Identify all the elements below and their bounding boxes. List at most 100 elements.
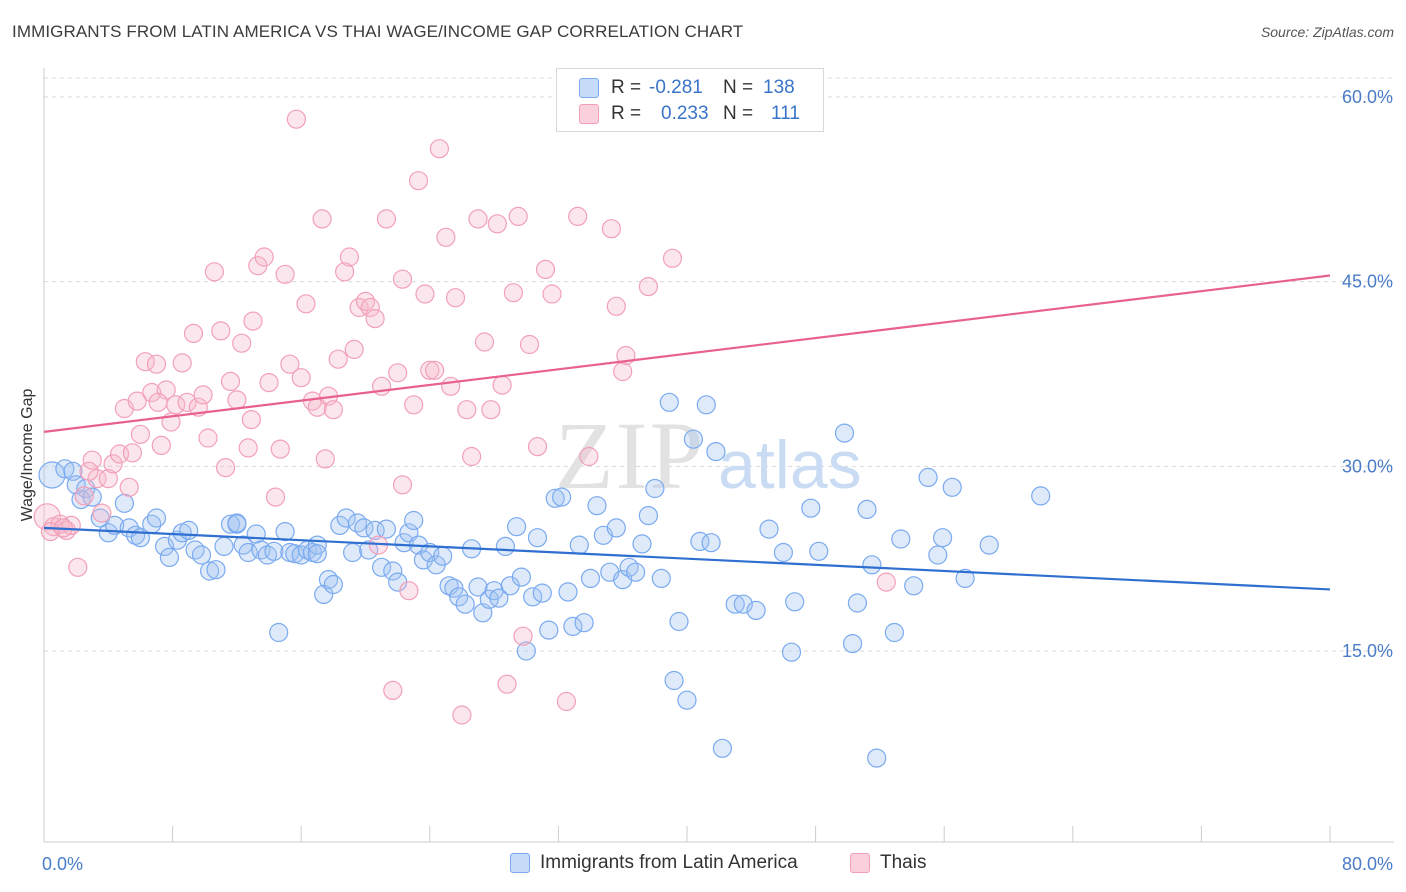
legend-r-value: -0.281 bbox=[649, 77, 703, 98]
data-point bbox=[516, 641, 536, 661]
legend-swatch-blue bbox=[579, 78, 599, 98]
data-point bbox=[928, 545, 948, 565]
data-point bbox=[280, 354, 300, 374]
data-point bbox=[343, 542, 363, 563]
data-point bbox=[468, 209, 488, 229]
data-point bbox=[696, 395, 716, 415]
correlation-legend: R = -0.281 N = 138 R = 0.233 N = 111 bbox=[556, 68, 824, 132]
data-point bbox=[527, 437, 548, 457]
y-tick-label: 45.0% bbox=[1342, 272, 1393, 292]
data-point bbox=[204, 262, 224, 282]
trend-lines bbox=[43, 274, 1331, 591]
data-point bbox=[177, 392, 197, 412]
data-point bbox=[638, 505, 659, 526]
data-point bbox=[399, 581, 419, 601]
data-point bbox=[383, 561, 403, 581]
data-point bbox=[551, 487, 572, 507]
data-point bbox=[275, 264, 295, 284]
data-point bbox=[376, 519, 396, 539]
data-point bbox=[955, 568, 975, 589]
data-point bbox=[489, 588, 509, 608]
data-point bbox=[408, 171, 429, 191]
legend-n-label: N = bbox=[723, 77, 754, 98]
data-point bbox=[683, 429, 704, 449]
data-point bbox=[601, 219, 622, 239]
data-point bbox=[146, 508, 167, 528]
data-point bbox=[323, 574, 343, 595]
data-point bbox=[918, 467, 938, 487]
data-point bbox=[291, 368, 311, 388]
data-point bbox=[513, 626, 533, 646]
data-point bbox=[142, 382, 162, 403]
data-point bbox=[315, 449, 335, 469]
legend-row-thais: R = 0.233 N = 111 bbox=[579, 102, 800, 126]
data-point bbox=[481, 400, 501, 420]
data-point bbox=[183, 323, 204, 343]
data-point bbox=[876, 572, 896, 592]
data-point bbox=[296, 294, 316, 314]
data-point bbox=[495, 536, 515, 557]
data-point bbox=[569, 535, 589, 555]
bottom-legend-latin-america: Immigrants from Latin America bbox=[510, 852, 798, 874]
data-point bbox=[942, 477, 962, 497]
data-point bbox=[191, 545, 212, 565]
data-point bbox=[122, 443, 142, 463]
data-point bbox=[259, 373, 279, 393]
data-point bbox=[842, 633, 863, 654]
axes bbox=[43, 68, 1394, 843]
bottom-legend-label: Thais bbox=[880, 852, 927, 873]
series-thais-points bbox=[33, 109, 896, 725]
data-point bbox=[232, 333, 252, 353]
data-point bbox=[146, 354, 167, 374]
data-point bbox=[801, 498, 821, 518]
data-point bbox=[286, 109, 306, 129]
data-point bbox=[891, 529, 911, 549]
data-point bbox=[392, 475, 413, 495]
data-point bbox=[519, 334, 540, 355]
data-point bbox=[98, 469, 118, 489]
data-point bbox=[558, 582, 578, 602]
data-point bbox=[275, 521, 295, 542]
data-point bbox=[527, 528, 548, 548]
data-point bbox=[511, 567, 532, 587]
data-point bbox=[359, 540, 379, 560]
data-point bbox=[243, 311, 263, 331]
data-point bbox=[376, 209, 396, 229]
data-point bbox=[335, 262, 355, 282]
data-point bbox=[79, 461, 99, 481]
data-point bbox=[82, 487, 102, 507]
data-point bbox=[172, 353, 192, 373]
data-point bbox=[429, 139, 449, 159]
data-point bbox=[781, 642, 802, 662]
data-point bbox=[834, 423, 855, 443]
data-point bbox=[574, 613, 594, 633]
legend-r-label: R = bbox=[611, 103, 642, 124]
data-point bbox=[809, 541, 829, 561]
data-point bbox=[556, 691, 577, 712]
data-point bbox=[613, 361, 633, 382]
data-point bbox=[413, 550, 433, 570]
data-point bbox=[365, 309, 385, 329]
data-point bbox=[542, 284, 562, 304]
data-point bbox=[497, 674, 517, 694]
data-point bbox=[68, 557, 88, 577]
data-point bbox=[759, 519, 779, 539]
data-point bbox=[503, 283, 524, 303]
data-point bbox=[545, 488, 565, 508]
data-point bbox=[415, 284, 435, 304]
data-point bbox=[867, 748, 887, 768]
data-point bbox=[773, 542, 794, 563]
data-point bbox=[420, 360, 440, 380]
data-point bbox=[455, 594, 475, 614]
data-point bbox=[580, 568, 601, 589]
data-point bbox=[312, 209, 332, 229]
data-point bbox=[746, 600, 766, 621]
bottom-legend-swatch-pink bbox=[850, 853, 870, 873]
data-point bbox=[344, 339, 364, 359]
data-point bbox=[105, 515, 125, 536]
trend-line bbox=[43, 274, 1331, 433]
data-point bbox=[535, 259, 556, 279]
x-tick-label-max: 80.0% bbox=[1342, 854, 1393, 874]
data-point bbox=[579, 446, 599, 467]
data-point bbox=[725, 594, 745, 614]
